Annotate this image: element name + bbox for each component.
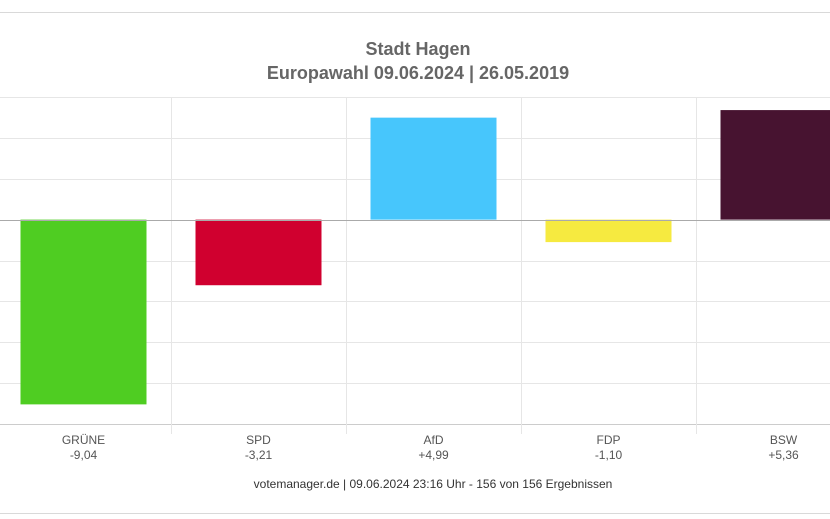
source-footer: votemanager.de | 09.06.2024 23:16 Uhr - … [253,477,613,491]
bars [20,110,830,405]
bar-fdp[interactable] [545,219,672,243]
bar-spd[interactable] [195,219,322,286]
value-label: -3,21 [245,448,273,462]
bar-grüne[interactable] [20,219,147,405]
chart-title: Stadt Hagen [365,39,471,59]
x-tick-label: FDP [597,433,621,447]
value-label: +4,99 [418,448,449,462]
value-label: -9,04 [70,448,98,462]
x-tick-label: BSW [770,433,798,447]
bar-bsw[interactable] [720,110,830,220]
chart-subtitle: Europawahl 09.06.2024 | 26.05.2019 [266,63,570,83]
x-tick-label: AfD [423,433,443,447]
x-tick-label: GRÜNE [62,433,105,447]
x-tick-label: SPD [246,433,271,447]
x-axis-labels: GRÜNE-9,04 SPD-3,21 AfD+4,99 FDP-1,10 BSW+5,… [62,433,799,462]
value-label: -1,10 [595,448,623,462]
category-separators [171,97,697,434]
bar-afd[interactable] [370,117,497,220]
top-divider [0,12,830,13]
bottom-divider [0,513,830,514]
value-label: +5,36 [768,448,799,462]
